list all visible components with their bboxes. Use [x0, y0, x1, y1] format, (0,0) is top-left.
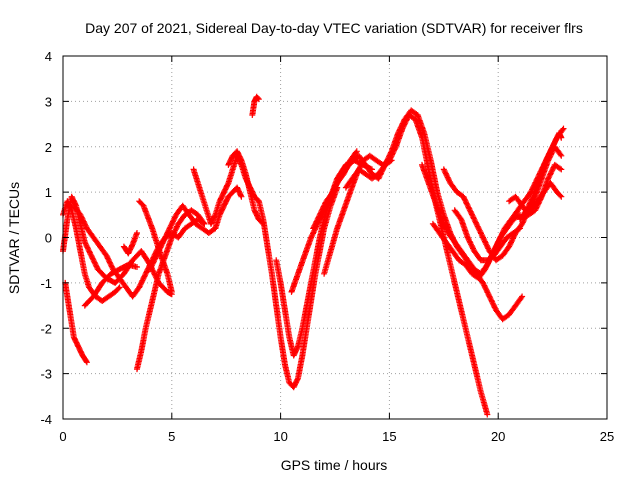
- data-point-markers: [249, 93, 262, 118]
- x-tick-label: 10: [273, 429, 287, 444]
- y-tick-label: -3: [40, 367, 52, 382]
- data-point-markers: [527, 180, 565, 214]
- y-tick-label: -1: [40, 276, 52, 291]
- data-series-layer: [60, 93, 567, 418]
- x-tick-labels: 0 5 10 15 20 25: [59, 429, 614, 444]
- series-track-26: [517, 130, 565, 223]
- x-tick-label: 15: [382, 429, 396, 444]
- y-tick-label: -4: [40, 412, 52, 427]
- data-point-markers: [147, 202, 219, 273]
- series-track-12: [225, 148, 267, 227]
- y-tick-label: 2: [45, 140, 52, 155]
- data-point-markers: [120, 230, 140, 257]
- series-track-27: [527, 180, 565, 214]
- series-track-11: [212, 184, 245, 232]
- y-axis-label: SDTVAR / TECUs: [6, 182, 22, 294]
- y-tick-label: 4: [45, 49, 52, 64]
- data-point-markers: [134, 207, 208, 373]
- data-point-markers: [451, 207, 523, 264]
- y-tick-label: 3: [45, 94, 52, 109]
- series-track-9: [147, 202, 219, 273]
- y-tick-label: 0: [45, 231, 52, 246]
- series-track-13: [249, 93, 262, 118]
- x-axis-label: GPS time / hours: [281, 457, 388, 473]
- axis-ticks: [62, 55, 608, 420]
- series-track-6: [120, 230, 140, 257]
- series-track-24: [451, 207, 523, 264]
- series-track-7: [134, 207, 208, 373]
- data-point-markers: [517, 130, 565, 223]
- y-tick-label: 1: [45, 185, 52, 200]
- series-track-5: [81, 261, 140, 309]
- x-tick-label: 25: [600, 429, 614, 444]
- y-tick-label: -2: [40, 321, 52, 336]
- data-point-markers: [81, 261, 140, 309]
- data-point-markers: [212, 184, 245, 232]
- y-tick-labels: -4 -3 -2 -1 0 1 2 3 4: [40, 49, 52, 427]
- chart-title: Day 207 of 2021, Sidereal Day-to-day VTE…: [85, 20, 583, 36]
- x-tick-label: 0: [59, 429, 66, 444]
- x-tick-label: 20: [491, 429, 505, 444]
- x-tick-label: 5: [168, 429, 175, 444]
- data-point-markers: [225, 148, 267, 227]
